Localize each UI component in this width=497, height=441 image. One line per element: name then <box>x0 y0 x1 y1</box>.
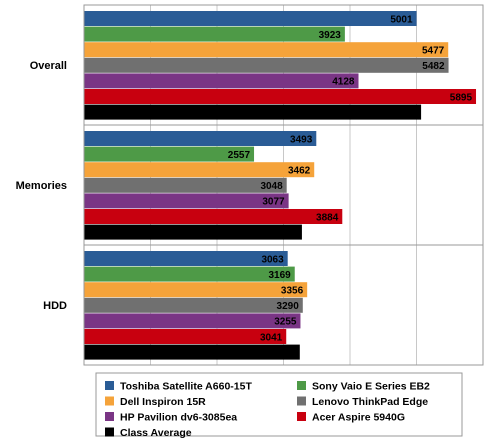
value-label: 3077 <box>262 197 285 208</box>
category-labels: Overall Memories HDD <box>16 60 67 312</box>
bar-overall-lenovo-thinkpad-edge <box>84 57 449 73</box>
bar-memories-acer-aspire-5940g <box>84 209 343 224</box>
value-label: 3290 <box>277 301 300 312</box>
category-label-hdd: HDD <box>43 300 67 312</box>
value-label: 3277 <box>276 228 299 239</box>
legend-label-toshiba-satellite-a660-15t: Toshiba Satellite A660-15T <box>120 381 252 393</box>
bar-hdd-dell-inspiron-15r <box>84 282 308 298</box>
legend-label-sony-vaio-e-series-eb2: Sony Vaio E Series EB2 <box>312 381 430 393</box>
bar-memories-class-average <box>84 224 302 240</box>
value-label: 3245 <box>274 348 297 359</box>
bar-hdd-class-average <box>84 344 300 360</box>
category-label-memories: Memories <box>16 180 67 192</box>
value-label: 3462 <box>288 166 311 177</box>
legend-label-acer-aspire-5940g: Acer Aspire 5940G <box>312 412 405 424</box>
value-label: 5482 <box>422 61 445 72</box>
bar-memories-lenovo-thinkpad-edge <box>84 177 287 193</box>
value-label: 5069 <box>395 108 418 119</box>
legend-label-dell-inspiron-15r: Dell Inspiron 15R <box>120 396 206 408</box>
bars: 5001 3923 5477 5482 4128 5895 5069 3493 2557 3462… <box>84 11 477 360</box>
value-label: 5001 <box>390 14 413 25</box>
legend-swatch-dell-inspiron-15r <box>105 396 114 406</box>
legend: Toshiba Satellite A660-15T Sony Vaio E Se… <box>95 372 463 439</box>
bar-overall-sony-vaio-e-series-eb2 <box>84 26 345 42</box>
bar-memories-toshiba-satellite-a660-15t <box>84 131 317 146</box>
value-label: 3493 <box>290 134 313 145</box>
bar-overall-hp-pavilion-dv6-3085ea <box>84 73 359 89</box>
value-label: 4128 <box>332 77 355 88</box>
bar-overall-acer-aspire-5940g <box>84 89 477 104</box>
bar-overall-toshiba-satellite-a660-15t <box>84 11 417 26</box>
bar-hdd-hp-pavilion-dv6-3085ea <box>84 313 301 329</box>
plot-border <box>83 4 484 366</box>
bar-hdd-acer-aspire-5940g <box>84 329 287 344</box>
legend-swatch-sony-vaio-e-series-eb2 <box>297 381 306 390</box>
bar-hdd-toshiba-satellite-a660-15t <box>84 251 288 266</box>
legend-swatch-acer-aspire-5940g <box>297 412 306 421</box>
bar-overall-class-average <box>84 104 422 120</box>
legend-label-hp-pavilion-dv6-3085ea: HP Pavilion dv6-3085ea <box>120 412 237 424</box>
value-label: 3884 <box>316 212 339 223</box>
value-label: 3923 <box>319 30 342 41</box>
legend-swatch-hp-pavilion-dv6-3085ea <box>105 412 114 421</box>
value-label: 3169 <box>268 270 291 281</box>
value-label: 5895 <box>450 92 473 103</box>
legend-label-class-average: Class Average <box>120 427 192 439</box>
plot-frame <box>83 4 484 366</box>
bar-memories-sony-vaio-e-series-eb2 <box>84 146 255 162</box>
value-label: 3255 <box>274 317 297 328</box>
value-label: 5477 <box>422 46 445 57</box>
bar-hdd-lenovo-thinkpad-edge <box>84 297 303 313</box>
value-label: 3048 <box>260 181 283 192</box>
bar-memories-dell-inspiron-15r <box>84 162 315 178</box>
bar-hdd-sony-vaio-e-series-eb2 <box>84 266 295 282</box>
category-label-overall: Overall <box>30 60 67 72</box>
legend-swatch-lenovo-thinkpad-edge <box>297 396 306 406</box>
bar-memories-hp-pavilion-dv6-3085ea <box>84 193 289 209</box>
value-label: 3356 <box>281 286 304 297</box>
value-label: 3041 <box>260 332 283 343</box>
bar-overall-dell-inspiron-15r <box>84 42 449 58</box>
legend-swatch-toshiba-satellite-a660-15t <box>105 381 114 390</box>
value-label: 2557 <box>228 150 251 161</box>
legend-box <box>95 372 463 437</box>
value-label: 3063 <box>261 254 284 265</box>
legend-label-lenovo-thinkpad-edge: Lenovo ThinkPad Edge <box>312 396 428 408</box>
legend-swatch-class-average <box>105 427 114 437</box>
